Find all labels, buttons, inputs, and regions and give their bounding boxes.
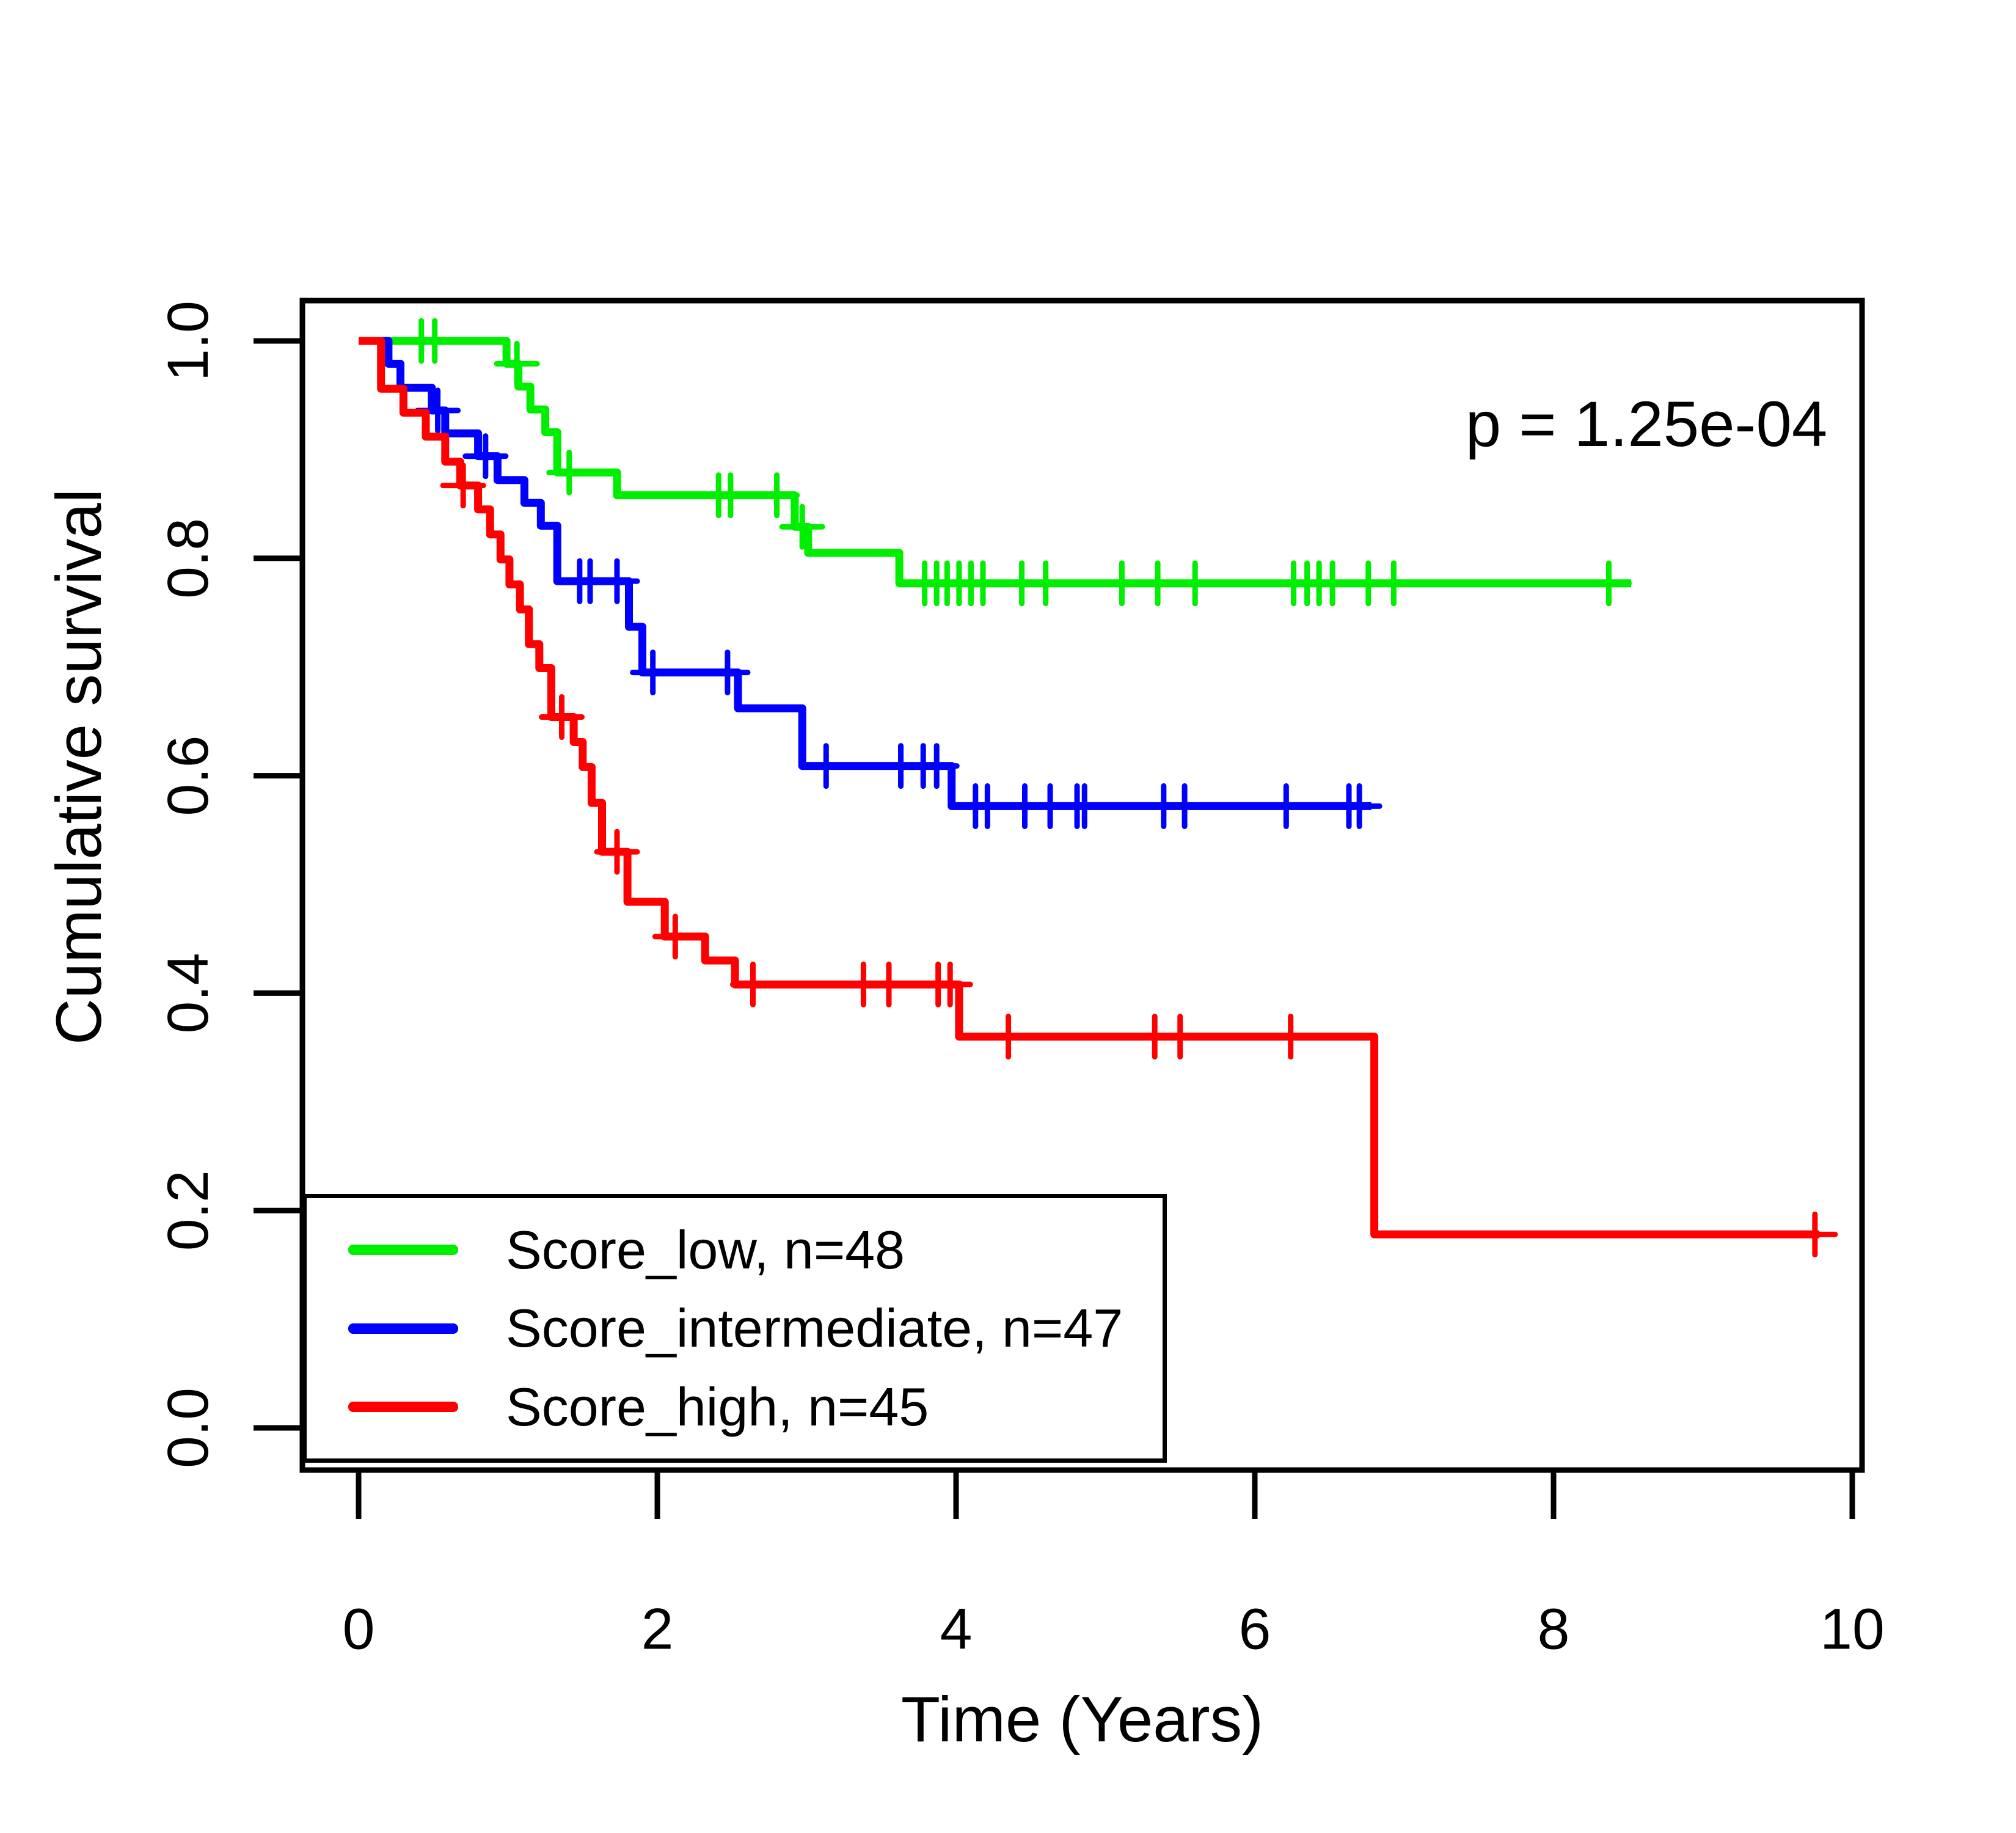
x-tick-label: 6 bbox=[1239, 1597, 1271, 1661]
y-tick-label: 0.8 bbox=[156, 518, 221, 599]
y-tick-label: 0.6 bbox=[156, 736, 221, 816]
y-tick-label: 0.0 bbox=[156, 1388, 221, 1468]
y-tick-label: 1.0 bbox=[156, 301, 221, 381]
y-tick-label: 0.2 bbox=[156, 1170, 221, 1251]
legend-label-score-intermediate: Score_intermediate, n=47 bbox=[506, 1298, 1123, 1358]
legend-label-score-high: Score_high, n=45 bbox=[506, 1376, 929, 1437]
y-tick-label: 0.4 bbox=[156, 953, 221, 1033]
legend-swatch-score-intermediate bbox=[348, 1323, 458, 1334]
legend: Score_low, n=48 Score_intermediate, n=47… bbox=[302, 1194, 1167, 1463]
x-tick-label: 2 bbox=[641, 1597, 674, 1661]
survival-curve-score-intermediate bbox=[359, 337, 1382, 829]
p-value-annotation: p = 1.25e-04 bbox=[1466, 389, 1828, 460]
legend-item-score-low: Score_low, n=48 bbox=[307, 1223, 1163, 1277]
x-tick-label: 10 bbox=[1820, 1597, 1885, 1661]
legend-item-score-intermediate: Score_intermediate, n=47 bbox=[307, 1301, 1163, 1355]
legend-swatch-score-high bbox=[348, 1402, 458, 1412]
x-tick-label: 8 bbox=[1538, 1597, 1570, 1661]
km-step-line-score-low bbox=[359, 337, 1632, 588]
km-step-line-score-high bbox=[359, 337, 1820, 1238]
x-tick-label: 4 bbox=[940, 1597, 973, 1661]
km-step-line-score-intermediate bbox=[359, 337, 1371, 810]
x-axis-label: Time (Years) bbox=[901, 1684, 1263, 1755]
legend-item-score-high: Score_high, n=45 bbox=[307, 1380, 1163, 1434]
legend-swatch-score-low bbox=[348, 1245, 458, 1255]
legend-label-score-low: Score_low, n=48 bbox=[506, 1219, 905, 1280]
censor-marks-score-intermediate bbox=[415, 387, 1382, 829]
axes: 0 2 4 6 8 10 0.0 0.2 0.4 0.6 0.8 1.0 Time (Years) Cum… bbox=[43, 301, 1885, 1755]
censor-marks-score-high bbox=[440, 463, 1838, 1257]
x-tick-label: 0 bbox=[343, 1597, 375, 1661]
y-axis-label: Cumulative survival bbox=[43, 489, 115, 1045]
survival-curve-score-high bbox=[359, 337, 1838, 1257]
censor-marks-score-low bbox=[398, 318, 1632, 607]
survival-curve-score-low bbox=[359, 318, 1632, 607]
plot-box bbox=[299, 298, 1865, 1473]
